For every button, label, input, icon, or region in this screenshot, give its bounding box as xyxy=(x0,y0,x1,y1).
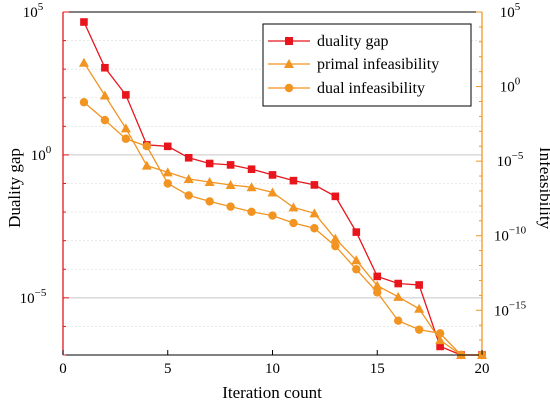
legend-label-dual-infeasibility: dual infeasibility xyxy=(317,80,425,97)
data-point-primal-infeasibility xyxy=(99,90,110,100)
legend-marker-primal-infeasibility xyxy=(284,59,294,68)
data-point-primal-infeasibility xyxy=(330,233,341,243)
legend: duality gap primal infeasibility dual in… xyxy=(262,23,472,107)
data-point-primal-infeasibility xyxy=(225,179,236,189)
right-y-tick-label: 10−10 xyxy=(494,225,527,245)
data-point-dual-infeasibility xyxy=(289,218,298,228)
axes xyxy=(62,11,483,356)
data-point-duality-gap xyxy=(373,272,382,281)
right-y-tick-label: 10−5 xyxy=(497,150,524,170)
data-point-duality-gap xyxy=(101,63,109,72)
data-point-dual-infeasibility xyxy=(414,325,424,334)
data-point-dual-infeasibility xyxy=(184,191,193,200)
data-point-primal-infeasibility xyxy=(141,160,152,170)
data-point-primal-infeasibility xyxy=(435,335,446,345)
data-point-dual-infeasibility xyxy=(373,288,382,297)
data-point-primal-infeasibility xyxy=(414,303,425,313)
data-point-duality-gap xyxy=(226,161,235,169)
left-y-tick-label: 105 xyxy=(23,1,44,21)
data-point-dual-infeasibility xyxy=(163,179,172,188)
data-point-primal-infeasibility xyxy=(309,208,320,218)
x-tick-label: 15 xyxy=(370,361,385,377)
data-point-duality-gap xyxy=(436,342,444,351)
x-axis-label: Iteration count xyxy=(222,383,322,402)
legend-label-primal-infeasibility: primal infeasibility xyxy=(317,56,439,73)
data-point-primal-infeasibility xyxy=(267,187,278,197)
legend-marker-dual-infeasibility xyxy=(284,83,294,93)
data-point-duality-gap xyxy=(122,91,130,99)
x-tick-label: 5 xyxy=(164,361,172,377)
series-line-primal-infeasibility xyxy=(83,62,482,356)
left-y-tick-label: 10−5 xyxy=(20,287,47,307)
data-point-duality-gap xyxy=(415,281,423,289)
data-point-duality-gap xyxy=(163,142,172,151)
data-point-primal-infeasibility xyxy=(246,182,257,192)
data-point-dual-infeasibility xyxy=(394,316,403,325)
data-point-duality-gap xyxy=(394,279,402,288)
x-tick-label: 20 xyxy=(475,361,490,377)
data-point-primal-infeasibility xyxy=(288,202,299,212)
legend-label-duality-gap: duality gap xyxy=(317,33,389,50)
data-point-primal-infeasibility xyxy=(372,280,383,290)
legend-marker-duality-gap xyxy=(285,37,293,45)
data-point-dual-infeasibility xyxy=(247,207,256,217)
left-y-tick-label: 100 xyxy=(31,144,52,164)
data-point-primal-infeasibility xyxy=(78,57,89,67)
series-line-dual-infeasibility xyxy=(83,101,482,356)
x-tick-label: 0 xyxy=(59,361,67,377)
data-point-primal-infeasibility xyxy=(393,291,404,301)
data-point-duality-gap xyxy=(352,228,361,236)
data-point-duality-gap xyxy=(205,159,214,168)
data-point-dual-infeasibility xyxy=(226,202,235,211)
x-tick-label: 10 xyxy=(265,361,280,377)
data-point-duality-gap xyxy=(80,18,88,26)
data-point-dual-infeasibility xyxy=(352,265,361,274)
right-y-tick-label: 100 xyxy=(500,76,521,96)
data-point-duality-gap xyxy=(331,192,340,201)
data-point-dual-infeasibility xyxy=(142,142,151,151)
data-point-primal-infeasibility xyxy=(351,255,362,265)
data-point-duality-gap xyxy=(184,153,193,162)
data-point-primal-infeasibility xyxy=(120,123,131,133)
data-point-dual-infeasibility xyxy=(310,224,319,233)
data-point-duality-gap xyxy=(289,176,298,185)
left-y-axis-label: Duality gap xyxy=(5,148,24,228)
data-point-primal-infeasibility xyxy=(183,174,194,184)
right-y-tick-label: 10−15 xyxy=(494,299,527,319)
tick-labels: 0 5 10 15 20 10−5 105 100 105 100 10−5 10−10 10−15 xyxy=(20,1,527,377)
data-point-dual-infeasibility xyxy=(268,211,277,220)
data-point-dual-infeasibility xyxy=(121,134,131,143)
data-point-dual-infeasibility xyxy=(331,241,340,251)
data-point-primal-infeasibility xyxy=(204,177,215,187)
data-point-duality-gap xyxy=(268,171,277,179)
data-point-dual-infeasibility xyxy=(205,197,214,206)
right-y-tick-label: 105 xyxy=(500,1,521,21)
data-point-dual-infeasibility xyxy=(435,329,445,338)
data-point-dual-infeasibility xyxy=(100,115,110,125)
data-point-primal-infeasibility xyxy=(162,167,173,177)
data-point-duality-gap xyxy=(247,165,256,174)
right-y-axis-label: Infeasibility xyxy=(536,147,550,230)
legend-box xyxy=(262,23,472,107)
data-point-dual-infeasibility xyxy=(79,98,89,107)
data-point-duality-gap xyxy=(310,181,319,189)
